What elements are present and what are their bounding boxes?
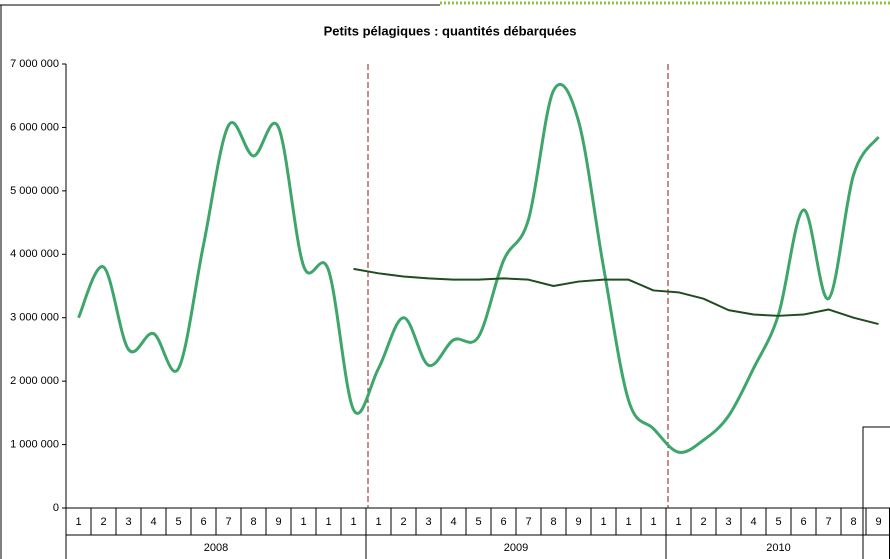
x-tick-label: 2 bbox=[700, 516, 706, 528]
x-tick-label: 1 bbox=[300, 516, 306, 528]
x-tick-label: 1 bbox=[325, 516, 331, 528]
x-tick-label: 4 bbox=[150, 516, 156, 528]
chart-title: Petits pélagiques : quantités débarquées bbox=[324, 23, 577, 38]
series-line bbox=[77, 82, 880, 454]
x-tick-label: 4 bbox=[450, 516, 456, 528]
x-tick-label: 9 bbox=[275, 516, 281, 528]
x-tick-label: 4 bbox=[750, 516, 756, 528]
x-tick-label: 1 bbox=[375, 516, 381, 528]
x-tick-label: 7 bbox=[525, 516, 531, 528]
x-tick-label: 1 bbox=[650, 516, 656, 528]
y-tick-label: 4 000 000 bbox=[10, 248, 59, 260]
group-label: 2008 bbox=[204, 542, 228, 554]
y-tick-label: 1 000 000 bbox=[10, 438, 59, 450]
group-label: 2010 bbox=[766, 542, 790, 554]
x-tick-label: 5 bbox=[475, 516, 481, 528]
x-tick-label: 7 bbox=[225, 516, 231, 528]
y-tick-label: 6 000 000 bbox=[10, 121, 59, 133]
x-tick-label: 6 bbox=[500, 516, 506, 528]
x-tick-label: 2 bbox=[100, 516, 106, 528]
x-tick-label: 2 bbox=[400, 516, 406, 528]
y-tick-label: 0 bbox=[53, 502, 59, 514]
legend-box bbox=[862, 426, 890, 559]
x-tick-label: 8 bbox=[850, 516, 856, 528]
x-tick-label: 1 bbox=[75, 516, 81, 528]
x-tick-label: 1 bbox=[675, 516, 681, 528]
y-tick-label: 5 000 000 bbox=[10, 185, 59, 197]
x-tick-label: 6 bbox=[200, 516, 206, 528]
y-tick-label: 2 000 000 bbox=[10, 375, 59, 387]
x-tick-label: 9 bbox=[875, 516, 881, 528]
x-tick-label: 7 bbox=[825, 516, 831, 528]
x-tick-label: 9 bbox=[575, 516, 581, 528]
x-tick-label: 1 bbox=[600, 516, 606, 528]
x-tick-label: 5 bbox=[775, 516, 781, 528]
series-line bbox=[353, 267, 879, 326]
x-tick-label: 1 bbox=[625, 516, 631, 528]
x-tick-label: 3 bbox=[425, 516, 431, 528]
x-tick-label: 3 bbox=[725, 516, 731, 528]
y-tick-label: 3 000 000 bbox=[10, 312, 59, 324]
x-tick-label: 6 bbox=[800, 516, 806, 528]
x-tick-label: 3 bbox=[125, 516, 131, 528]
group-label: 2009 bbox=[504, 542, 528, 554]
x-tick-label: 5 bbox=[175, 516, 181, 528]
x-tick-label: 8 bbox=[250, 516, 256, 528]
x-tick-label: 1 bbox=[350, 516, 356, 528]
x-tick-label: 8 bbox=[550, 516, 556, 528]
y-tick-label: 7 000 000 bbox=[10, 58, 59, 70]
